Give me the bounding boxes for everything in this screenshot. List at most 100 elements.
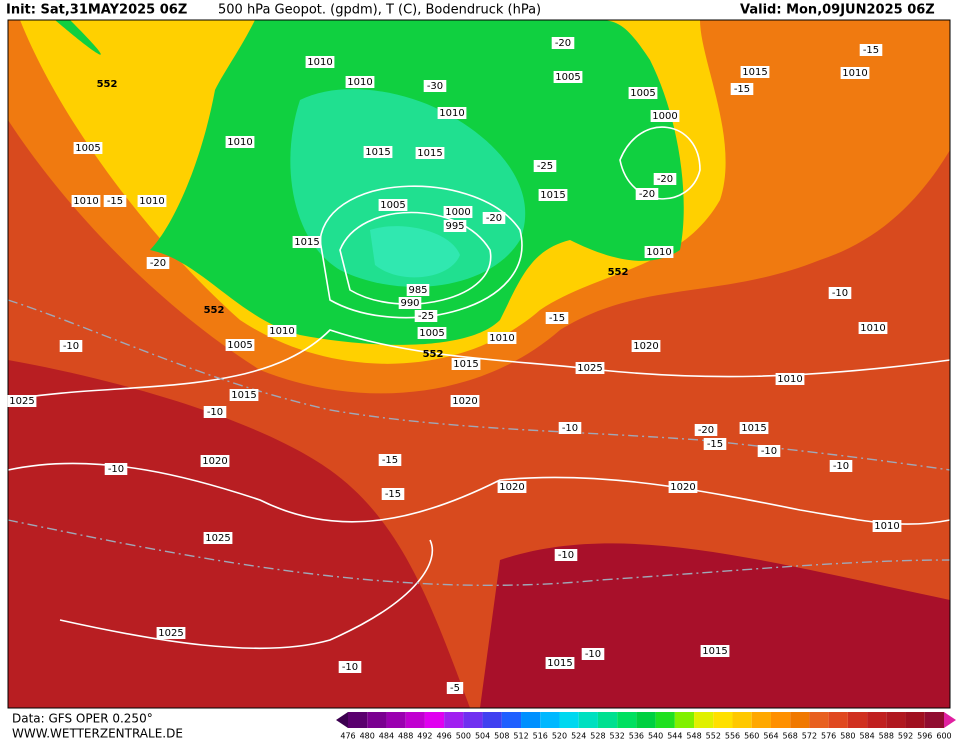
pressure-label: 1000 xyxy=(445,207,470,218)
temperature-label: -15 xyxy=(385,489,401,500)
temperature-label: -10 xyxy=(108,464,124,475)
isobar xyxy=(59,539,434,650)
colorbar-tick-label: 572 xyxy=(802,732,817,741)
pressure-label: 1015 xyxy=(294,237,319,248)
temperature-label: -20 xyxy=(555,38,571,49)
colorbar-tick-label: 512 xyxy=(513,732,528,741)
colorbar-tick-label: 500 xyxy=(456,732,471,741)
colorbar-tick-label: 516 xyxy=(533,732,548,741)
label-box xyxy=(631,340,661,352)
label-box xyxy=(415,147,445,159)
label-box xyxy=(730,83,754,95)
pressure-label: 1005 xyxy=(419,328,444,339)
label-box xyxy=(829,460,853,472)
temperature-label: -20 xyxy=(639,189,655,200)
colorbar-bin xyxy=(348,712,368,728)
pressure-label: 1025 xyxy=(205,533,230,544)
colorbar-bin xyxy=(674,712,695,728)
pressure-label: 1000 xyxy=(652,111,677,122)
colorbar-tick-label: 544 xyxy=(667,732,682,741)
isobar xyxy=(7,329,951,401)
data-source: Data: GFS OPER 0.250° xyxy=(12,712,153,726)
label-box xyxy=(229,389,259,401)
isobar xyxy=(339,211,492,305)
label-box xyxy=(558,422,582,434)
colorbar-tick-label: 600 xyxy=(936,732,951,741)
temperature-label: -25 xyxy=(418,311,434,322)
geopotential-label: 552 xyxy=(608,267,629,278)
colorbar-tick-label: 488 xyxy=(398,732,413,741)
colorbar-tick-label: 576 xyxy=(821,732,836,741)
temperature-label: -10 xyxy=(833,461,849,472)
label-box xyxy=(137,195,167,207)
colorbar-bin xyxy=(386,712,406,728)
colorbar-bin xyxy=(367,712,387,728)
label-box xyxy=(533,160,557,172)
pressure-label: 1010 xyxy=(73,196,98,207)
geopotential-label: 552 xyxy=(423,349,444,360)
colorbar-tick-label: 552 xyxy=(706,732,721,741)
temperature-label: -20 xyxy=(698,425,714,436)
label-box xyxy=(545,657,575,669)
label-box xyxy=(828,287,852,299)
pressure-label: 1010 xyxy=(227,137,252,148)
label-box xyxy=(225,339,255,351)
pressure-label: 1010 xyxy=(489,333,514,344)
colorbar-bin xyxy=(790,712,810,728)
label-box xyxy=(575,362,605,374)
pressure-label: 1010 xyxy=(777,374,802,385)
label-box xyxy=(551,37,575,49)
label-box xyxy=(553,71,583,83)
label-box xyxy=(446,682,464,694)
temperature-label: -15 xyxy=(382,455,398,466)
label-box xyxy=(703,438,727,450)
temperature-label: -10 xyxy=(63,341,79,352)
label-box xyxy=(538,189,568,201)
pressure-label: 1010 xyxy=(439,108,464,119)
core-region xyxy=(370,226,460,278)
pressure-label: 1010 xyxy=(860,323,885,334)
pressure-label: 1010 xyxy=(269,326,294,337)
label-box xyxy=(740,66,770,78)
init-time: Init: Sat,31MAY2025 06Z xyxy=(6,3,187,18)
colorbar-bin xyxy=(636,712,656,728)
colorbar-bin xyxy=(424,712,445,728)
colorbar-tick-label: 596 xyxy=(917,732,932,741)
label-box xyxy=(757,445,781,457)
label-box xyxy=(628,87,658,99)
temperature-label: -20 xyxy=(150,258,166,269)
colorbar-bin xyxy=(828,712,848,728)
colorbar-tick-label: 476 xyxy=(340,732,355,741)
label-box xyxy=(872,520,902,532)
label-box xyxy=(292,236,322,248)
pressure-label: 985 xyxy=(408,285,427,296)
pressure-label: 1010 xyxy=(139,196,164,207)
pressure-label: 1005 xyxy=(380,200,405,211)
colorbar-tick-label: 556 xyxy=(725,732,740,741)
pressure-label: 1010 xyxy=(307,57,332,68)
pressure-label: 1010 xyxy=(842,68,867,79)
colorbar-tick-label: 548 xyxy=(686,732,701,741)
colorbar-bin xyxy=(713,712,733,728)
colorbar-bin xyxy=(847,712,868,728)
pressure-label: 990 xyxy=(400,298,419,309)
warm-region xyxy=(8,360,470,708)
pressure-label: 1015 xyxy=(453,359,478,370)
label-box xyxy=(156,627,186,639)
pressure-label: 1015 xyxy=(547,658,572,669)
label-box xyxy=(739,422,769,434)
label-box xyxy=(381,488,405,500)
label-box xyxy=(497,481,527,493)
geopotential-label: 552 xyxy=(97,79,118,90)
colorbar-bin xyxy=(655,712,675,728)
label-box xyxy=(345,76,375,88)
isobar xyxy=(7,462,951,525)
colorbar-bin xyxy=(770,712,791,728)
colorbar-bin xyxy=(578,712,598,728)
pressure-label: 1020 xyxy=(452,396,477,407)
label-box xyxy=(581,648,605,660)
temperature-label: -25 xyxy=(537,161,553,172)
label-box xyxy=(59,340,83,352)
label-box xyxy=(305,56,335,68)
label-box xyxy=(554,549,578,561)
